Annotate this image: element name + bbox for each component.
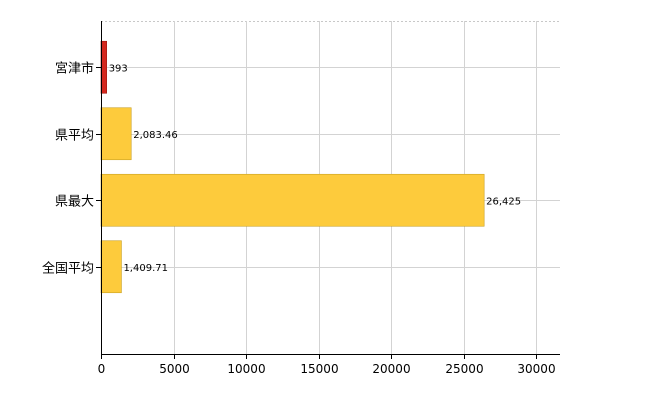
data-label: 2,083.46 — [133, 130, 178, 141]
bar — [100, 107, 132, 161]
bar — [100, 240, 122, 294]
data-label: 1,409.71 — [123, 263, 168, 274]
x-tick-label: 30000 — [517, 362, 555, 376]
x-tick-label: 10000 — [227, 362, 265, 376]
x-tick-label: 0 — [98, 362, 106, 376]
x-tick-label: 15000 — [300, 362, 338, 376]
data-label: 393 — [109, 63, 128, 74]
x-tick-label: 20000 — [372, 362, 410, 376]
y-tick-label: 県平均 — [55, 129, 94, 144]
y-tick-label: 全国平均 — [42, 261, 94, 277]
x-tick-label: 25000 — [445, 362, 483, 376]
bar — [100, 173, 485, 227]
y-tick-label: 県最大 — [55, 195, 94, 210]
data-label: 26,425 — [486, 196, 521, 207]
y-tick-label: 宮津市 — [55, 61, 94, 77]
x-tick-label: 5000 — [159, 362, 190, 376]
